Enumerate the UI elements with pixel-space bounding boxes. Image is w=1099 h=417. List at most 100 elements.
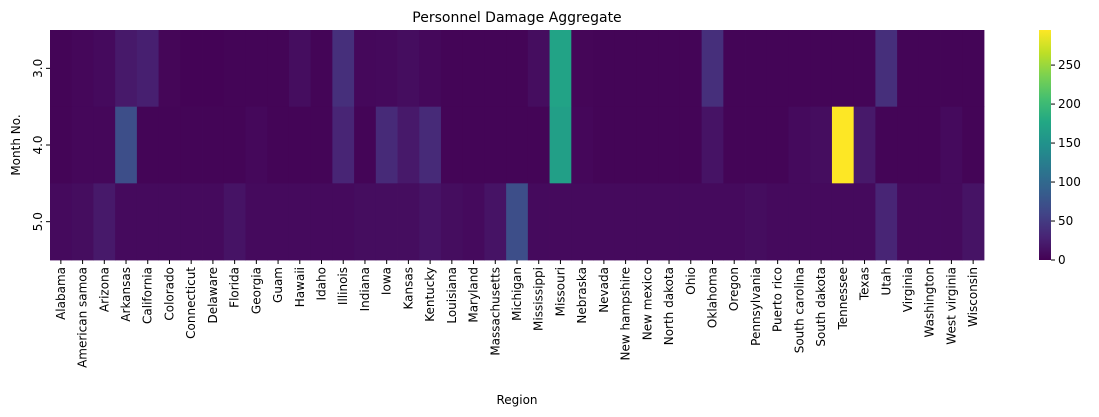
heatmap-cell <box>701 106 724 184</box>
x-tick-label: Oklahoma <box>705 267 719 328</box>
heatmap-cell <box>158 183 181 261</box>
x-axis-label: Region <box>496 393 537 407</box>
heatmap-cell <box>397 106 420 184</box>
heatmap-cell <box>202 106 225 184</box>
heatmap-cell <box>397 183 420 261</box>
x-tick-label: Kansas <box>401 267 415 309</box>
heatmap-cell <box>679 106 703 184</box>
heatmap-cell <box>180 106 203 184</box>
heatmap-cell <box>701 30 724 108</box>
x-tick-label: Wisconsin <box>966 267 980 327</box>
heatmap-cell <box>71 183 94 261</box>
heatmap-cell <box>223 30 246 108</box>
heatmap-cell <box>397 30 420 108</box>
x-tick-label: Georgia <box>249 267 263 314</box>
x-tick-labels: Alabama American samoa Arizona Arkansas Cali… <box>54 260 980 368</box>
heatmap-cell <box>462 106 485 184</box>
x-tick-label: Florida <box>228 267 242 308</box>
heatmap-cell <box>419 183 442 261</box>
heatmap-cell <box>549 183 572 261</box>
heatmap-cell <box>897 30 920 108</box>
heatmap-cell <box>288 183 312 261</box>
heatmap-cell <box>93 183 116 261</box>
heatmap-cell <box>158 30 181 108</box>
heatmap-cell <box>288 30 312 108</box>
heatmap-cell <box>136 183 159 261</box>
heatmap-cell <box>593 106 616 184</box>
x-tick-label: Washington <box>923 267 937 338</box>
heatmap-cell <box>484 30 507 108</box>
heatmap-cell <box>202 30 225 108</box>
x-tick-label: Virginia <box>901 267 915 312</box>
x-tick-label: Michigan <box>510 267 524 321</box>
x-tick-label: Arkansas <box>119 267 133 322</box>
x-tick-label: Utah <box>879 267 893 295</box>
x-tick-label: Alabama <box>54 267 68 320</box>
colorbar-tick-label: 150 <box>1058 136 1081 150</box>
heatmap-cells <box>50 30 985 261</box>
x-tick-label: Connecticut <box>184 267 198 339</box>
heatmap-cell <box>202 183 225 261</box>
x-tick-label: West virginia <box>944 267 958 345</box>
heatmap-cell <box>571 30 594 108</box>
heatmap-cell <box>897 106 920 184</box>
heatmap-cell <box>484 183 507 261</box>
heatmap-cell <box>484 106 507 184</box>
heatmap-cell <box>375 30 398 108</box>
colorbar-tick-label: 50 <box>1058 214 1073 228</box>
heatmap-cell <box>875 30 898 108</box>
heatmap-cell <box>549 30 572 108</box>
heatmap-cell <box>354 183 377 261</box>
x-tick-label: South carolina <box>792 267 806 353</box>
heatmap-cell <box>354 106 377 184</box>
heatmap-cell <box>158 106 181 184</box>
heatmap-cell <box>93 106 116 184</box>
x-tick-label: Arizona <box>97 267 111 312</box>
heatmap-cell <box>180 183 203 261</box>
heatmap-cell <box>462 30 485 108</box>
heatmap-cell <box>679 30 703 108</box>
heatmap-cell <box>354 30 377 108</box>
heatmap-cell <box>853 106 876 184</box>
heatmap-cell <box>136 30 159 108</box>
heatmap-cell <box>875 106 898 184</box>
heatmap-cell <box>440 106 464 184</box>
x-tick-label: Oregon <box>727 267 741 311</box>
x-tick-label: New mexico <box>640 267 654 340</box>
colorbar-tick-label: 0 <box>1058 253 1066 267</box>
colorbar-tick-label: 250 <box>1058 58 1081 72</box>
colorbar <box>1039 30 1051 260</box>
heatmap-cell <box>180 30 203 108</box>
x-tick-label: Puerto rico <box>771 267 785 332</box>
heatmap-cell <box>310 183 333 261</box>
heatmap-cell <box>636 106 659 184</box>
x-tick-label: Texas <box>858 267 872 301</box>
y-tick-label: 3.0 <box>31 59 45 78</box>
x-tick-label: Massachusetts <box>488 267 502 356</box>
heatmap-cell <box>831 183 855 261</box>
heatmap-cell <box>267 183 290 261</box>
x-tick-label: South dakota <box>814 267 828 347</box>
heatmap-cell <box>766 106 789 184</box>
colorbar-tick-label: 100 <box>1058 175 1081 189</box>
heatmap-cell <box>223 183 246 261</box>
heatmap-cell <box>875 183 898 261</box>
chart-title: Personnel Damage Aggregate <box>412 10 621 26</box>
x-tick-label: Iowa <box>380 267 394 295</box>
heatmap-cell <box>549 106 572 184</box>
heatmap-cell <box>506 30 529 108</box>
heatmap-cell <box>614 30 637 108</box>
heatmap-cell <box>658 106 681 184</box>
heatmap-cell <box>375 106 398 184</box>
heatmap-cell <box>310 30 333 108</box>
heatmap-cell <box>897 183 920 261</box>
colorbar-ticks: 0 50 100 150 200 250 <box>1051 58 1081 267</box>
heatmap-cell <box>571 106 594 184</box>
x-tick-label: Missouri <box>553 267 567 316</box>
heatmap-cell <box>788 183 811 261</box>
heatmap-cell <box>810 30 833 108</box>
heatmap-cell <box>614 106 637 184</box>
heatmap-cell <box>636 183 659 261</box>
x-tick-label: Nebraska <box>575 267 589 324</box>
